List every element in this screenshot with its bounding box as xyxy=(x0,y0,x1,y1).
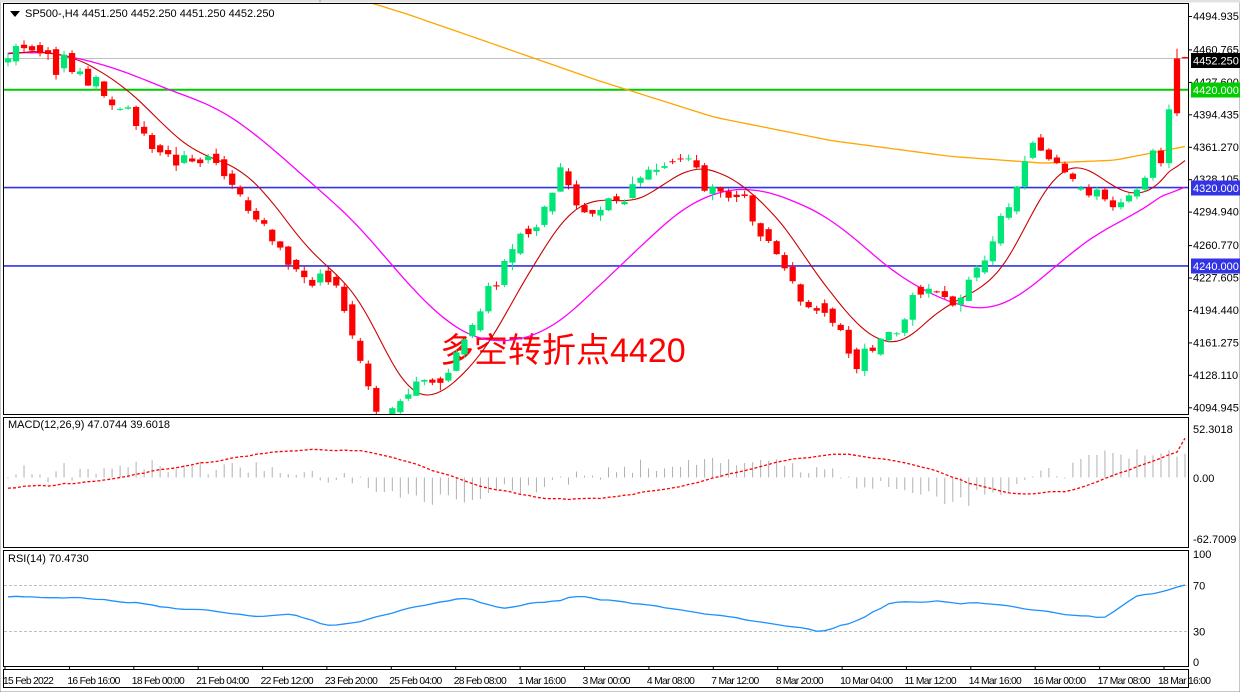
svg-text:4294.940: 4294.940 xyxy=(1193,207,1239,219)
svg-text:14 Mar 16:00: 14 Mar 16:00 xyxy=(969,676,1022,687)
svg-text:30: 30 xyxy=(1193,627,1205,639)
svg-text:18 Feb 00:00: 18 Feb 00:00 xyxy=(132,676,185,687)
svg-text:52.3018: 52.3018 xyxy=(1193,424,1233,436)
svg-text:4394.435: 4394.435 xyxy=(1193,109,1239,121)
svg-text:MACD(12,26,9) 47.0744 39.6018: MACD(12,26,9) 47.0744 39.6018 xyxy=(8,419,170,431)
svg-text:11 Mar 12:00: 11 Mar 12:00 xyxy=(904,676,956,687)
svg-text:25 Feb 04:00: 25 Feb 04:00 xyxy=(389,676,442,687)
svg-text:10 Mar 04:00: 10 Mar 04:00 xyxy=(840,676,893,687)
svg-text:16 Mar 00:00: 16 Mar 00:00 xyxy=(1033,676,1086,687)
svg-text:4361.270: 4361.270 xyxy=(1193,142,1239,154)
svg-text:21 Feb 04:00: 21 Feb 04:00 xyxy=(196,676,249,687)
svg-text:8 Mar 20:00: 8 Mar 20:00 xyxy=(776,676,824,687)
svg-text:4094.945: 4094.945 xyxy=(1193,402,1239,414)
svg-text:15 Feb 2022: 15 Feb 2022 xyxy=(3,676,54,687)
svg-text:4320.000: 4320.000 xyxy=(1193,183,1239,195)
svg-text:4 Mar 08:00: 4 Mar 08:00 xyxy=(647,676,695,687)
svg-text:100: 100 xyxy=(1193,549,1211,561)
svg-text:RSI(14) 70.4730: RSI(14) 70.4730 xyxy=(8,553,89,565)
svg-text:22 Feb 12:00: 22 Feb 12:00 xyxy=(261,676,314,687)
svg-text:23 Feb 20:00: 23 Feb 20:00 xyxy=(325,676,378,687)
svg-text:-62.7009: -62.7009 xyxy=(1193,534,1236,546)
svg-text:28 Feb 08:00: 28 Feb 08:00 xyxy=(454,676,507,687)
svg-text:18 Mar 16:00: 18 Mar 16:00 xyxy=(1158,676,1211,687)
svg-text:0.00: 0.00 xyxy=(1193,473,1214,485)
svg-text:7 Mar 12:00: 7 Mar 12:00 xyxy=(711,676,759,687)
svg-text:16 Feb 16:00: 16 Feb 16:00 xyxy=(67,676,120,687)
svg-text:4260.770: 4260.770 xyxy=(1193,240,1239,252)
svg-text:SP500-,H4 4451.250 4452.250 4: SP500-,H4 4451.250 4452.250 4451.250 445… xyxy=(25,8,275,20)
svg-text:4240.000: 4240.000 xyxy=(1193,261,1239,273)
svg-text:多空转折点4420: 多空转折点4420 xyxy=(440,332,686,370)
svg-text:4194.440: 4194.440 xyxy=(1193,305,1239,317)
svg-text:4420.000: 4420.000 xyxy=(1193,85,1239,97)
svg-text:4494.935: 4494.935 xyxy=(1193,11,1239,23)
svg-text:4227.605: 4227.605 xyxy=(1193,273,1239,285)
svg-text:4128.110: 4128.110 xyxy=(1193,370,1238,382)
svg-text:70: 70 xyxy=(1193,581,1205,593)
svg-text:4161.275: 4161.275 xyxy=(1193,337,1239,349)
svg-text:3 Mar 00:00: 3 Mar 00:00 xyxy=(583,676,631,687)
svg-text:4452.250: 4452.250 xyxy=(1193,56,1239,68)
svg-text:0: 0 xyxy=(1193,657,1199,669)
svg-text:17 Mar 08:00: 17 Mar 08:00 xyxy=(1098,676,1151,687)
svg-text:1 Mar 16:00: 1 Mar 16:00 xyxy=(518,676,566,687)
